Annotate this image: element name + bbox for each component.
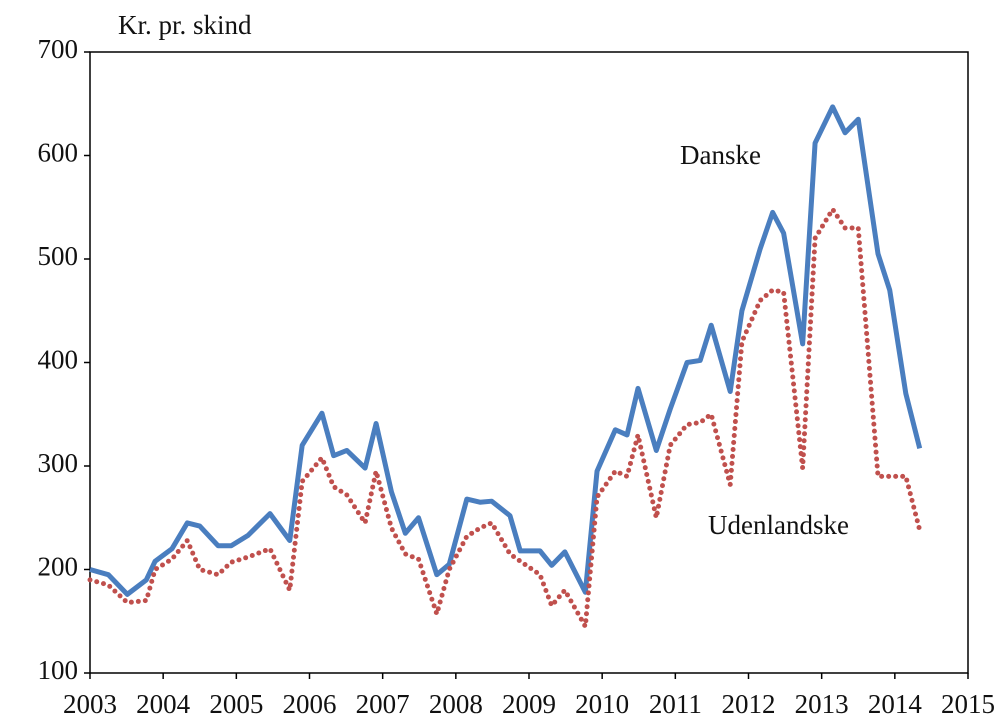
x-tick-label: 2007	[356, 689, 410, 719]
x-tick-label: 2014	[868, 689, 923, 719]
y-axis-label: Kr. pr. skind	[118, 10, 252, 40]
y-tick-label: 100	[38, 655, 79, 685]
x-tick-label: 2010	[575, 689, 629, 719]
y-tick-label: 700	[38, 34, 79, 64]
y-tick-label: 200	[38, 552, 79, 582]
y-tick-label: 500	[38, 241, 79, 271]
y-tick-label: 400	[38, 345, 79, 375]
plot-frame	[89, 51, 969, 674]
y-tick-label: 300	[38, 448, 79, 478]
x-tick-label: 2011	[649, 689, 702, 719]
x-tick-label: 2013	[795, 689, 849, 719]
x-tick-label: 2009	[502, 689, 556, 719]
annotation: Danske	[680, 140, 761, 170]
x-tick-label: 2003	[63, 689, 117, 719]
x-tick-label: 2004	[136, 689, 191, 719]
x-tick-label: 2012	[722, 689, 776, 719]
x-tick-label: 2006	[283, 689, 337, 719]
y-tick-label: 600	[38, 138, 79, 168]
x-tick-label: 2015	[941, 689, 995, 719]
line-series	[89, 104, 923, 597]
x-tick-label: 2005	[209, 689, 263, 719]
annotation: Udenlandske	[708, 510, 849, 540]
x-tick-label: 2008	[429, 689, 483, 719]
line-series	[87, 206, 923, 629]
